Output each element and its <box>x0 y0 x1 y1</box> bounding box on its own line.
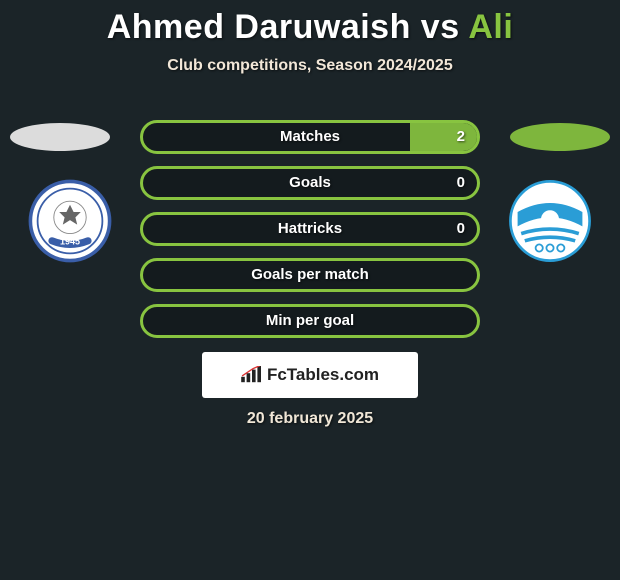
stat-pill: Hattricks0 <box>140 212 480 246</box>
stat-label: Goals per match <box>143 261 477 289</box>
stat-label: Goals <box>143 169 477 197</box>
comparison-title: Ahmed Daruwaish vs Ali <box>0 0 620 47</box>
stat-pill: Goals per match <box>140 258 480 292</box>
player2-name: Ali <box>468 8 513 46</box>
date-label: 20 february 2025 <box>0 410 620 428</box>
stat-value-right: 0 <box>457 215 465 243</box>
competition-subtitle: Club competitions, Season 2024/2025 <box>0 57 620 75</box>
vs-separator: vs <box>411 8 468 46</box>
stat-pill: Matches2 <box>140 120 480 154</box>
player1-oval <box>10 123 110 151</box>
bar-chart-icon <box>241 366 263 384</box>
shield-icon <box>505 176 595 266</box>
stat-pill: Min per goal <box>140 304 480 338</box>
stat-label: Min per goal <box>143 307 477 335</box>
club-logo-right <box>500 178 600 263</box>
player2-oval <box>510 123 610 151</box>
stat-value-right: 0 <box>457 169 465 197</box>
stat-label: Hattricks <box>143 215 477 243</box>
stat-pill: Goals0 <box>140 166 480 200</box>
svg-text:1945: 1945 <box>60 236 80 246</box>
stat-value-right: 2 <box>457 123 465 151</box>
stat-label: Matches <box>143 123 477 151</box>
shield-icon: 1945 <box>25 176 115 266</box>
stats-container: Matches2Goals0Hattricks0Goals per matchM… <box>140 120 480 350</box>
brand-label: FcTables.com <box>267 365 379 385</box>
player1-name: Ahmed Daruwaish <box>107 8 411 46</box>
brand-box[interactable]: FcTables.com <box>202 352 418 398</box>
club-logo-left: 1945 <box>20 178 120 263</box>
